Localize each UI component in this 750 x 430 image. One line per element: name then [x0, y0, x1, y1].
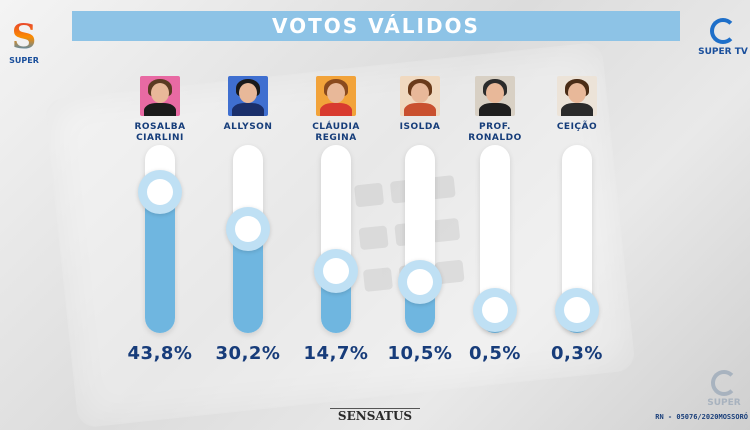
- bar-knob: [555, 288, 599, 333]
- candidate-photo: [557, 76, 597, 116]
- chart-title: VOTOS VÁLIDOS: [272, 14, 480, 38]
- title-bar: VOTOS VÁLIDOS: [72, 11, 680, 41]
- super-tv-logo-text: SUPER TV: [698, 47, 748, 57]
- bar-track: [314, 145, 358, 333]
- candidate-name: CEIÇÃO: [557, 122, 597, 144]
- registration-number: RN - 05076/2020MOSSORÓ: [655, 413, 748, 421]
- bar-fill: [145, 191, 175, 333]
- candidate-name-line1: CLÁUDIA: [312, 122, 360, 132]
- candidate-name: PROF. RONALDO: [468, 122, 521, 144]
- super-watermark-ring-icon: [711, 370, 737, 396]
- candidate-name: ISOLDA: [400, 122, 441, 144]
- candidate-cl-udia-regina: CLÁUDIA REGINA: [296, 76, 376, 144]
- candidate-photo: [140, 76, 180, 116]
- bar-knob: [138, 169, 182, 214]
- percentage-label: 30,2%: [215, 343, 281, 364]
- bar-track: [398, 145, 442, 333]
- super-tv-ring-icon: [710, 18, 736, 44]
- super-watermark-logo: SUPER: [700, 370, 748, 418]
- candidate-name-line2: RONALDO: [468, 133, 522, 143]
- candidate-name: ALLYSON: [224, 122, 273, 144]
- percentage-label: 0,5%: [469, 343, 521, 364]
- bar-track: [138, 145, 182, 333]
- super-logo: S SUPER: [4, 20, 44, 76]
- candidate-name: ROSALBA CIARLINI: [134, 122, 185, 144]
- bar-track: [555, 145, 599, 333]
- candidate-photo: [316, 76, 356, 116]
- super-tv-logo: SUPER TV: [698, 18, 748, 68]
- candidate-photo: [400, 76, 440, 116]
- candidate-allyson: ALLYSON: [208, 76, 288, 144]
- super-s-icon: S: [11, 17, 37, 57]
- percentage-label: 10,5%: [387, 343, 453, 364]
- bar-knob: [398, 260, 442, 305]
- candidate-name: CLÁUDIA REGINA: [312, 122, 360, 144]
- candidate-photo: [475, 76, 515, 116]
- candidate-name-line1: PROF.: [479, 122, 511, 132]
- bar-track: [226, 145, 270, 333]
- candidate-isolda: ISOLDA: [380, 76, 460, 144]
- candidate-photo: [228, 76, 268, 116]
- percentage-label: 14,7%: [303, 343, 369, 364]
- candidate-name-line1: ROSALBA: [134, 122, 186, 132]
- pollster-brand: SENSATUS: [330, 408, 420, 423]
- super-watermark-text: SUPER: [707, 398, 741, 408]
- percentage-label: 0,3%: [551, 343, 603, 364]
- super-logo-text: SUPER: [9, 56, 39, 65]
- candidate-name-line1: ALLYSON: [223, 122, 273, 132]
- percentage-label: 43,8%: [127, 343, 193, 364]
- candidate-rosalba-ciarlini: ROSALBA CIARLINI: [120, 76, 200, 144]
- bar-knob: [473, 287, 517, 332]
- bar-knob: [314, 249, 358, 294]
- candidate-name-line1: ISOLDA: [399, 122, 441, 132]
- candidate-prof-ronaldo: PROF. RONALDO: [455, 76, 535, 144]
- bar-track: [473, 145, 517, 333]
- bar-knob: [226, 206, 270, 251]
- candidate-cei-o: CEIÇÃO: [537, 76, 617, 144]
- candidate-name-line2: CIARLINI: [136, 133, 184, 143]
- candidate-name-line1: CEIÇÃO: [556, 122, 598, 132]
- candidate-name-line2: REGINA: [315, 133, 357, 143]
